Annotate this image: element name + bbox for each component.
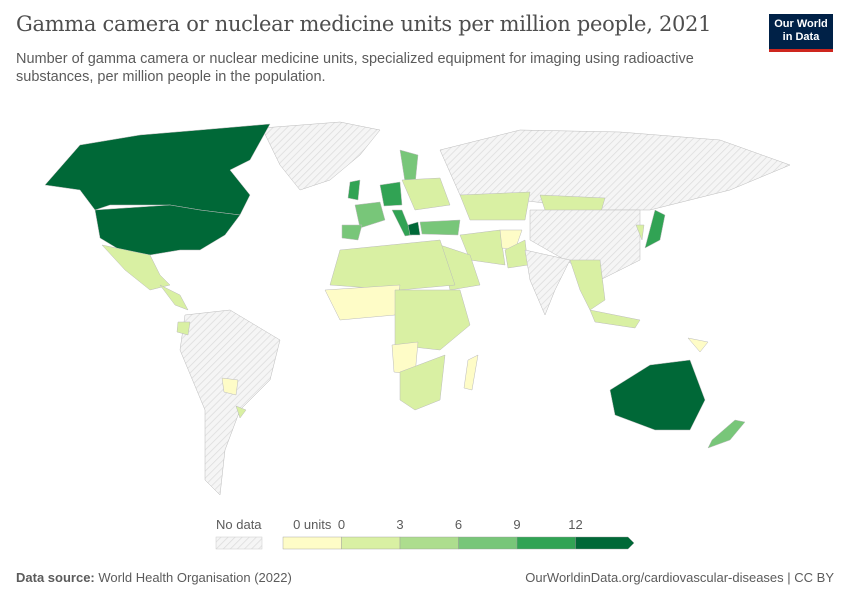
source-label: Data source:	[16, 570, 95, 585]
country-papua-new-guinea[interactable]	[687, 337, 709, 353]
logo-text: Our World in Data	[774, 18, 828, 43]
country-indonesia[interactable]	[589, 309, 641, 329]
legend-tick-label: 9	[513, 517, 520, 532]
legend-tick-label: 6	[455, 517, 462, 532]
country-colombia[interactable]	[176, 321, 191, 336]
country-italy[interactable]	[391, 209, 413, 237]
subtitle: Number of gamma camera or nuclear medici…	[16, 51, 694, 85]
legend: No data 0 units 0 3 6 9 12	[215, 517, 635, 550]
country-new-zealand[interactable]	[707, 419, 746, 449]
legend-bin-0[interactable]	[282, 536, 342, 550]
legend-no-data-swatch[interactable]	[215, 536, 263, 550]
legend-tick-label: 3	[396, 517, 403, 532]
country-usa[interactable]	[94, 204, 241, 256]
legend-bin-5[interactable]	[575, 536, 635, 550]
footer-url[interactable]: OurWorldinData.org/cardiovascular-diseas…	[525, 570, 834, 585]
country-mexico[interactable]	[101, 244, 171, 291]
region-north-africa[interactable]	[329, 239, 456, 291]
country-india[interactable]	[524, 249, 571, 316]
country-paraguay[interactable]	[221, 377, 239, 396]
region-southern-africa[interactable]	[399, 354, 446, 411]
legend-no-data-label: No data	[216, 517, 262, 532]
region-central-africa[interactable]	[394, 289, 471, 351]
footer-source: Data source: World Health Organisation (…	[16, 570, 292, 585]
country-germany[interactable]	[379, 181, 403, 207]
country-turkey[interactable]	[419, 219, 461, 236]
legend-tick-label: 0 units	[293, 517, 332, 532]
owid-logo[interactable]: Our World in Data	[769, 14, 833, 52]
region-eastern-europe[interactable]	[401, 177, 451, 211]
legend-tick-label: 0	[338, 517, 345, 532]
country-greenland[interactable]	[261, 121, 381, 191]
country-central-america[interactable]	[159, 284, 189, 311]
legend-bin-3[interactable]	[458, 536, 518, 550]
country-madagascar[interactable]	[463, 354, 479, 391]
country-france[interactable]	[354, 201, 386, 229]
page-title: Gamma camera or nuclear medicine units p…	[16, 12, 712, 36]
region-south-america[interactable]	[179, 309, 281, 496]
country-japan[interactable]	[644, 209, 666, 249]
country-kazakhstan[interactable]	[459, 191, 531, 221]
source-text[interactable]: World Health Organisation (2022)	[98, 570, 292, 585]
country-spain[interactable]	[341, 224, 363, 241]
legend-bin-4[interactable]	[516, 536, 576, 550]
legend-bin-2[interactable]	[399, 536, 459, 550]
country-greece[interactable]	[407, 221, 421, 236]
country-australia[interactable]	[609, 359, 706, 431]
country-uk[interactable]	[347, 179, 361, 201]
legend-tick-label: 12	[568, 517, 582, 532]
country-uruguay[interactable]	[235, 405, 247, 419]
world-map	[44, 121, 791, 496]
region-west-africa[interactable]	[324, 284, 401, 321]
country-iran[interactable]	[459, 229, 506, 266]
country-canada[interactable]	[44, 123, 271, 216]
country-korea[interactable]	[635, 224, 645, 241]
region-southeast-asia[interactable]	[569, 259, 606, 311]
legend-bin-1[interactable]	[341, 536, 401, 550]
